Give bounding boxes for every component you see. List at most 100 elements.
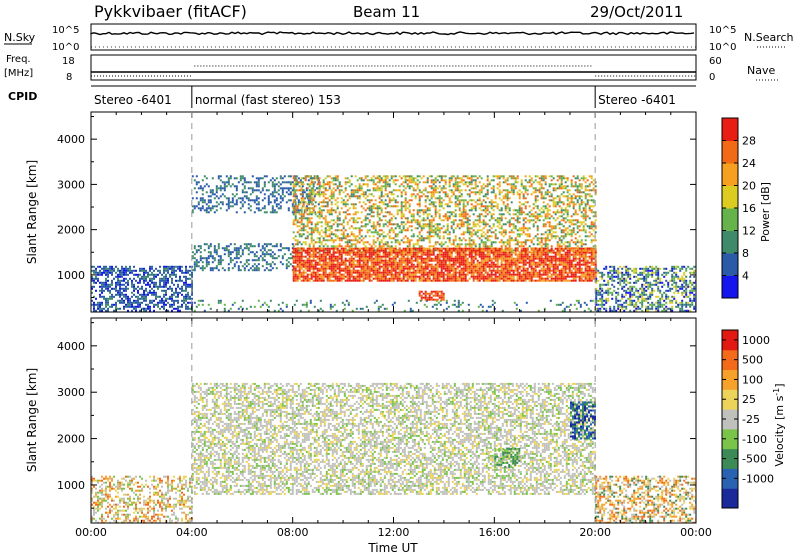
power-cell xyxy=(524,221,527,224)
power-cell xyxy=(352,233,355,236)
power-cell xyxy=(447,305,450,308)
power-cell xyxy=(374,189,377,192)
power-cell xyxy=(294,239,297,242)
power-cell xyxy=(436,233,439,236)
power-cell xyxy=(554,231,557,234)
power-cell xyxy=(346,279,349,282)
power-cell xyxy=(352,261,355,264)
power-cell xyxy=(516,217,519,220)
power-cell xyxy=(504,245,507,248)
power-cell xyxy=(394,223,397,226)
power-cell xyxy=(381,303,384,306)
power-cell xyxy=(263,185,266,188)
power-cell xyxy=(458,189,461,192)
power-cell xyxy=(428,213,431,216)
power-cell xyxy=(296,239,299,242)
power-cell xyxy=(462,175,465,178)
power-cell xyxy=(362,277,365,280)
power-cell xyxy=(324,229,327,232)
power-cell xyxy=(306,259,309,262)
power-cell xyxy=(298,273,301,276)
power-cell xyxy=(333,303,336,306)
power-cell xyxy=(187,291,189,294)
power-cell xyxy=(558,215,561,218)
power-cell xyxy=(310,267,313,270)
power-cell xyxy=(326,267,329,270)
power-cell xyxy=(324,251,327,254)
power-cell xyxy=(187,285,189,288)
power-cell xyxy=(390,259,393,262)
power-cell xyxy=(298,235,301,238)
power-cell xyxy=(298,233,301,236)
power-cell xyxy=(482,241,485,244)
power-cell xyxy=(520,183,523,186)
power-cell xyxy=(119,301,121,304)
power-cell xyxy=(203,175,206,178)
power-cell xyxy=(514,209,517,212)
power-cell xyxy=(217,263,220,266)
power-cell xyxy=(572,251,575,254)
power-cell xyxy=(508,191,511,194)
power-cell xyxy=(235,177,238,180)
power-cell xyxy=(348,247,351,250)
power-cell xyxy=(514,181,517,184)
power-cell xyxy=(217,247,220,250)
power-cell xyxy=(562,203,565,206)
power-cell xyxy=(524,205,527,208)
power-cell xyxy=(207,303,210,306)
power-cell xyxy=(440,219,443,222)
power-cell xyxy=(318,261,321,264)
power-cell xyxy=(101,273,103,276)
power-cell xyxy=(137,273,139,276)
power-cell xyxy=(298,255,301,258)
power-cell xyxy=(316,279,319,282)
power-cell xyxy=(552,205,555,208)
power-cell xyxy=(255,259,258,262)
power-cell xyxy=(302,259,305,262)
power-cell xyxy=(141,293,143,296)
power-cell xyxy=(366,269,369,272)
power-cell xyxy=(219,185,222,188)
power-cell xyxy=(354,245,357,248)
power-cell xyxy=(452,183,455,186)
power-cell xyxy=(308,175,311,178)
power-cell xyxy=(269,263,272,266)
power-cell xyxy=(328,259,331,262)
power-cell xyxy=(468,183,471,186)
power-cell xyxy=(554,205,557,208)
power-cell xyxy=(584,203,587,206)
power-cell xyxy=(518,233,521,236)
power-cell xyxy=(322,209,325,212)
power-cell xyxy=(296,241,299,244)
power-cell xyxy=(468,233,471,236)
power-cell xyxy=(518,217,521,220)
power-cell xyxy=(474,185,477,188)
power-cell xyxy=(472,241,475,244)
power-cell xyxy=(279,261,282,264)
power-cell xyxy=(384,207,387,210)
power-cell xyxy=(292,177,295,180)
power-cell xyxy=(199,209,202,212)
power-cell xyxy=(416,213,419,216)
power-cell xyxy=(418,181,421,184)
power-cell xyxy=(406,217,409,220)
power-cell xyxy=(368,209,371,212)
power-cell xyxy=(376,187,379,190)
power-cell xyxy=(460,181,463,184)
power-cell xyxy=(342,225,345,228)
power-cell xyxy=(418,215,421,218)
power-cell xyxy=(350,245,353,248)
power-cell xyxy=(550,215,553,218)
power-cell xyxy=(364,177,367,180)
power-cell xyxy=(362,255,365,258)
power-cell xyxy=(308,257,311,260)
power-cell xyxy=(261,265,264,268)
power-cell xyxy=(478,175,481,178)
power-cell xyxy=(384,185,387,188)
power-cell xyxy=(217,245,220,248)
power-cell xyxy=(358,255,361,258)
power-cell xyxy=(211,257,214,260)
power-cell xyxy=(287,199,290,202)
power-cell xyxy=(438,213,441,216)
power-cell xyxy=(346,277,349,280)
